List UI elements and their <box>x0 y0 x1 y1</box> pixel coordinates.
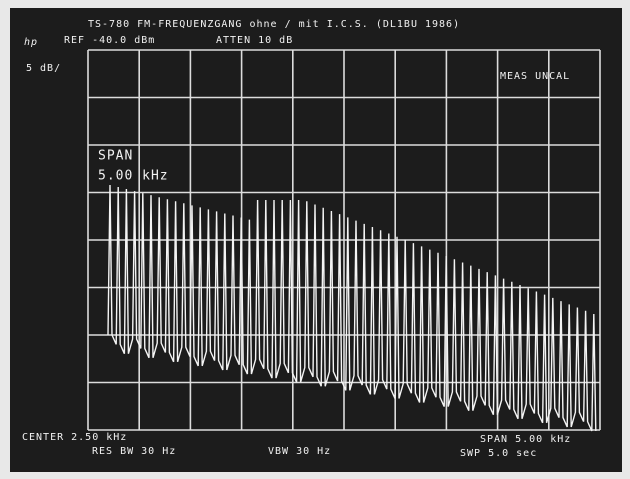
status: MEAS UNCAL <box>500 71 570 82</box>
title: TS-780 FM-FREQUENZGANG ohne / mit I.C.S.… <box>88 19 460 30</box>
analyzer-display: TS-780 FM-FREQUENZGANG ohne / mit I.C.S.… <box>0 0 630 479</box>
attenuation: ATTEN 10 dB <box>216 35 293 46</box>
span-value: 5.00 kHz <box>98 169 169 184</box>
logo: hp <box>24 37 38 48</box>
span: SPAN 5.00 kHz <box>480 434 571 445</box>
reference-level: REF -40.0 dBm <box>64 35 155 46</box>
span-caption: SPAN <box>98 149 133 164</box>
resolution-bandwidth: RES BW 30 Hz <box>92 446 176 457</box>
sweep-time: SWP 5.0 sec <box>460 448 537 459</box>
analyzer-screenshot: TS-780 FM-FREQUENZGANG ohne / mit I.C.S.… <box>0 0 630 479</box>
video-bandwidth: VBW 30 Hz <box>268 446 331 457</box>
center-frequency: CENTER 2.50 kHz <box>22 432 127 443</box>
scale: 5 dB/ <box>26 63 61 74</box>
